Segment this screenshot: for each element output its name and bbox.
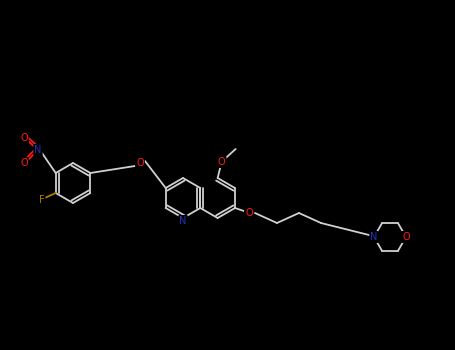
Text: N: N: [370, 232, 378, 242]
Text: O: O: [20, 133, 28, 143]
Text: N: N: [179, 216, 187, 226]
Text: O: O: [245, 208, 253, 218]
Text: O: O: [402, 232, 410, 242]
Text: F: F: [39, 195, 45, 205]
Text: N: N: [34, 145, 42, 155]
Text: O: O: [20, 158, 28, 168]
Text: O: O: [136, 158, 144, 168]
Text: O: O: [218, 157, 226, 167]
